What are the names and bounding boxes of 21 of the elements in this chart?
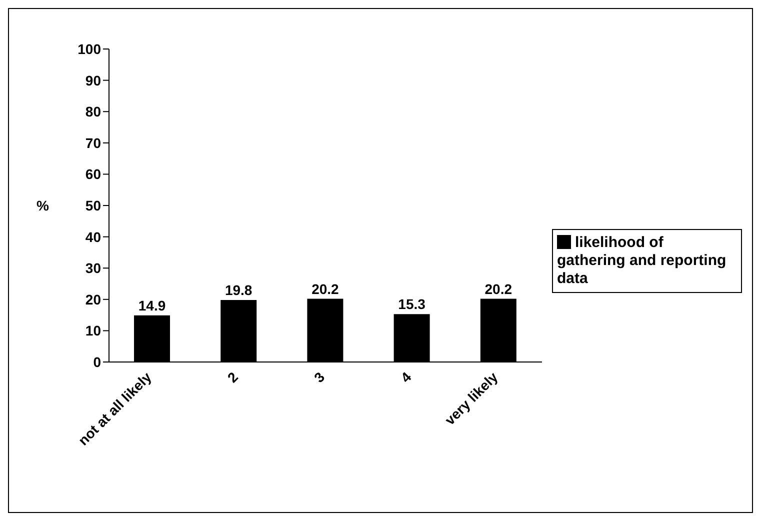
data-label: 20.2: [484, 280, 512, 297]
y-tick-label: 100: [78, 40, 102, 57]
y-tick-label: 50: [85, 197, 102, 214]
x-tick-label: 2: [224, 368, 242, 386]
y-tick-label: 40: [85, 228, 102, 245]
y-tick-label: 0: [93, 354, 102, 370]
y-tick-label: 30: [85, 260, 102, 276]
data-label: 15.3: [398, 296, 426, 312]
legend-label: likelihood of gathering and reporting data: [557, 234, 726, 286]
data-label: 14.9: [138, 297, 166, 314]
x-tick-label: 3: [310, 368, 328, 386]
x-tick-label: 4: [397, 368, 414, 386]
data-label: 20.2: [312, 280, 340, 297]
y-axis-title: %: [36, 197, 50, 214]
y-tick-label: 80: [85, 104, 102, 120]
y-tick-label: 90: [85, 72, 102, 88]
data-label: 19.8: [224, 282, 252, 298]
y-tick-label: 60: [85, 166, 102, 182]
y-tick-label: 20: [85, 291, 102, 308]
y-tick-label: 10: [85, 322, 102, 339]
y-tick-label: 70: [85, 134, 102, 151]
